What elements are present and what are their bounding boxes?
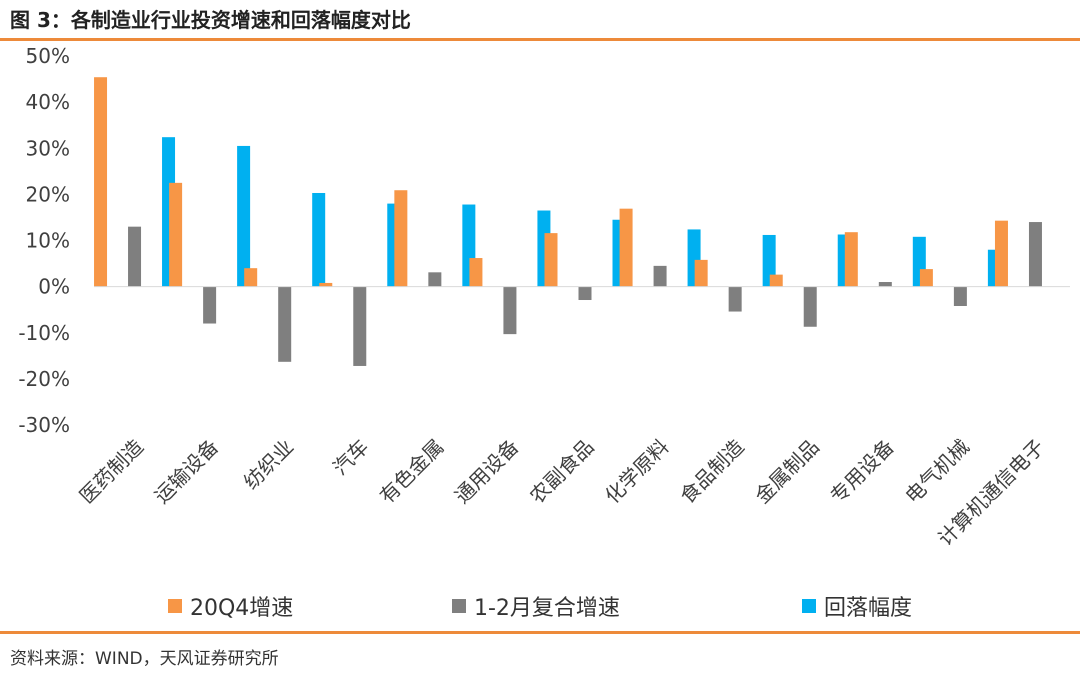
bar-jan-feb <box>428 272 442 287</box>
bar-jan-feb <box>203 286 217 324</box>
bar-jan-feb <box>353 286 367 366</box>
y-axis: -30% -20% -10% 0% 10% 20% 30% 40% 50% <box>18 44 70 437</box>
bar-20q4 <box>544 233 558 287</box>
legend-swatch-orange <box>168 599 182 613</box>
legend-item-decline: 回落幅度 <box>802 590 912 622</box>
bar-decline <box>312 192 326 287</box>
bar-jan-feb <box>1028 222 1042 287</box>
x-tick-label: 医药制造 <box>75 435 149 509</box>
y-tick-label: 0% <box>38 275 70 299</box>
bar-20q4 <box>319 282 333 287</box>
legend-label-20q4: 20Q4增速 <box>190 596 294 621</box>
x-tick-label: 汽车 <box>328 435 373 480</box>
bar-20q4 <box>844 232 858 287</box>
bars <box>94 77 1042 366</box>
legend-label-jan-feb: 1-2月复合增速 <box>474 596 620 621</box>
x-tick-label: 专用设备 <box>825 435 899 509</box>
bar-20q4 <box>919 269 933 287</box>
y-tick-label: -20% <box>18 367 70 391</box>
legend-item-jan-feb: 1-2月复合增速 <box>452 590 620 622</box>
bar-20q4 <box>769 274 783 287</box>
bar-decline <box>237 145 251 287</box>
y-tick-label: 40% <box>26 90 70 114</box>
x-tick-label: 运输设备 <box>150 435 224 509</box>
legend-swatch-blue <box>802 599 816 613</box>
bar-20q4 <box>244 268 258 287</box>
bar-jan-feb <box>278 286 292 362</box>
y-tick-label: -30% <box>18 413 70 437</box>
figure-title: 图 3：各制造业行业投资增速和回落幅度对比 <box>10 8 411 32</box>
x-tick-label: 金属制品 <box>750 435 824 509</box>
bar-20q4 <box>94 77 108 287</box>
bar-jan-feb <box>728 286 742 312</box>
y-tick-label: 20% <box>26 182 70 206</box>
x-tick-label: 有色金属 <box>375 435 449 509</box>
bar-20q4 <box>169 182 183 287</box>
bar-jan-feb <box>128 226 142 287</box>
x-tick-label: 通用设备 <box>450 435 524 509</box>
bar-decline <box>762 234 776 287</box>
bar-jan-feb <box>503 286 517 335</box>
bar-20q4 <box>994 220 1008 287</box>
bar-20q4 <box>619 208 633 287</box>
footer-divider <box>0 631 1080 634</box>
x-axis: 医药制造 运输设备 纺织业 汽车 有色金属 通用设备 农副食品 化学原料 食品制造 金属制品 专用设… <box>75 435 1049 551</box>
bar-chart: -30% -20% -10% 0% 10% 20% 30% 40% 50% 医药制造 运输设备 纺织… <box>18 44 1070 551</box>
x-tick-label: 食品制造 <box>675 435 749 509</box>
bar-jan-feb <box>878 282 892 287</box>
source-note: 资料来源：WIND，天风证券研究所 <box>10 649 279 669</box>
title-divider <box>0 38 1080 41</box>
bar-jan-feb <box>653 265 667 287</box>
y-tick-label: 30% <box>26 136 70 160</box>
legend-label-decline: 回落幅度 <box>824 596 913 621</box>
legend-item-20q4: 20Q4增速 <box>168 590 293 622</box>
y-tick-label: -10% <box>18 321 70 345</box>
x-tick-label: 化学原料 <box>600 435 674 509</box>
x-tick-label: 电气机械 <box>900 435 974 509</box>
bar-20q4 <box>394 190 408 287</box>
y-tick-label: 10% <box>26 229 70 253</box>
x-tick-label: 农副食品 <box>525 435 599 509</box>
bar-jan-feb <box>578 286 592 301</box>
x-tick-label: 纺织业 <box>239 435 298 494</box>
legend-swatch-gray <box>452 599 466 613</box>
bar-20q4 <box>469 258 483 287</box>
bar-jan-feb <box>803 286 817 327</box>
bar-jan-feb <box>953 286 967 306</box>
bar-20q4 <box>694 259 708 287</box>
y-tick-label: 50% <box>26 44 70 68</box>
